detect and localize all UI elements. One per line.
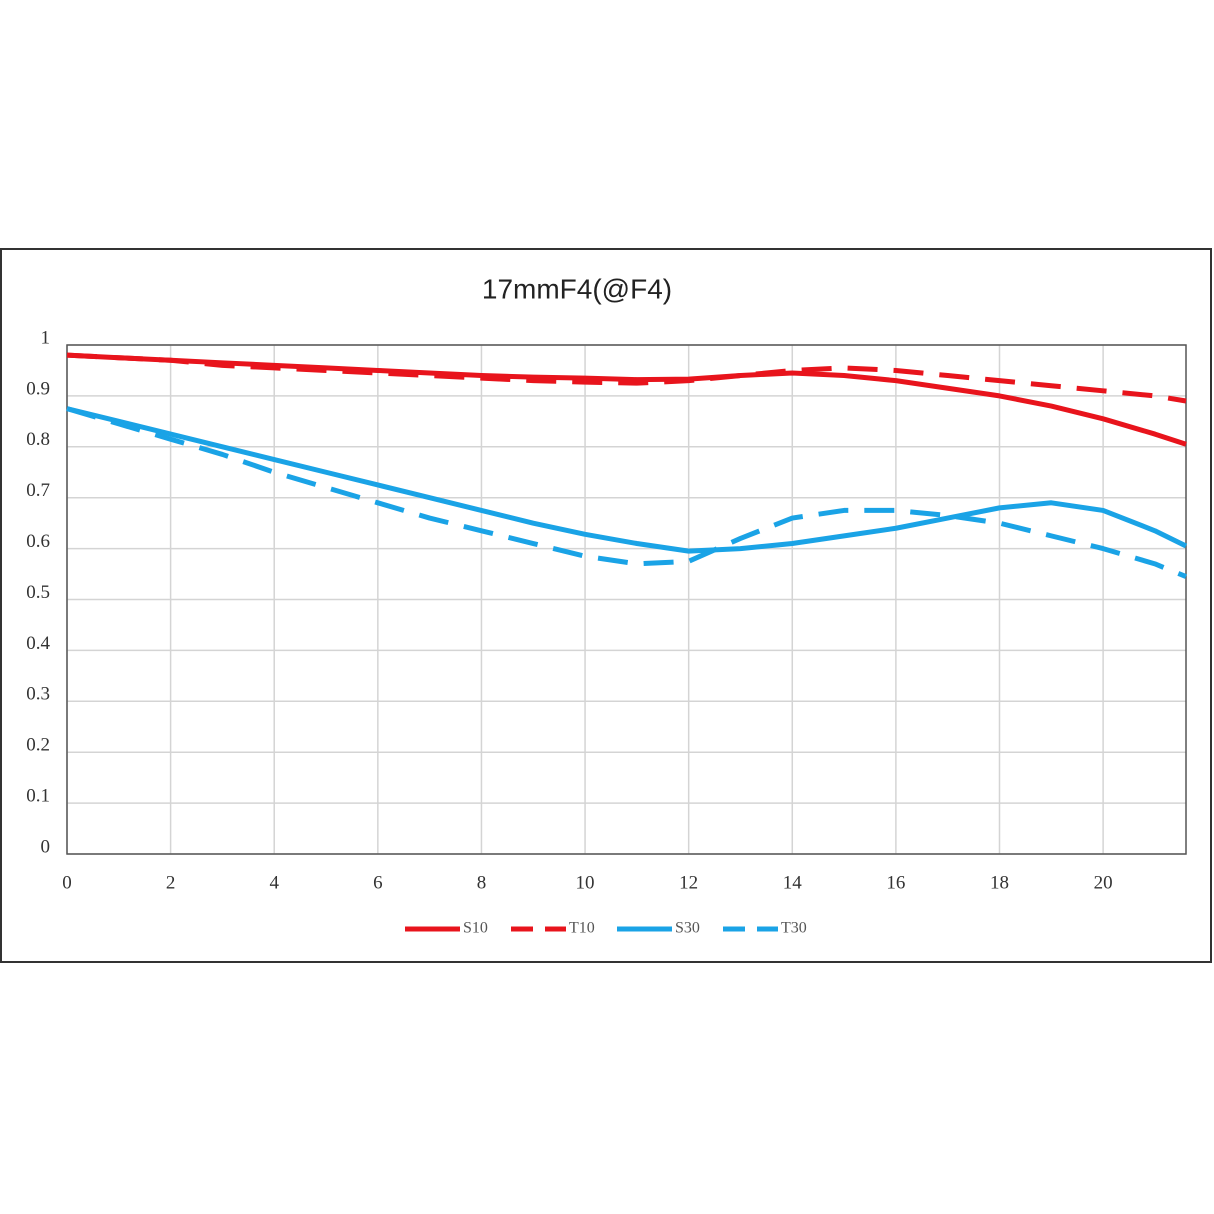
- y-tick-label: 0.4: [26, 633, 50, 654]
- y-tick-label: 0.9: [26, 378, 50, 399]
- chart-title: 17mmF4(@F4): [482, 273, 672, 304]
- x-tick-label: 16: [886, 872, 905, 893]
- y-tick-label: 0.5: [26, 582, 50, 603]
- y-tick-label: 0.3: [26, 684, 50, 705]
- legend-label: T10: [569, 920, 595, 937]
- y-tick-label: 0.2: [26, 735, 50, 756]
- x-tick-label: 6: [373, 872, 383, 893]
- x-tick-label: 2: [166, 872, 176, 893]
- legend-label: S30: [675, 920, 700, 937]
- series-line: [66, 352, 1187, 404]
- y-tick-label: 0.1: [26, 785, 50, 806]
- y-tick-label: 0.6: [26, 531, 50, 552]
- x-tick-label: 4: [269, 872, 279, 893]
- y-tick-label: 0: [41, 836, 51, 857]
- series-line: [66, 406, 1188, 554]
- legend-label: T30: [781, 920, 807, 937]
- series-line: [66, 406, 1187, 579]
- x-tick-label: 12: [679, 872, 698, 893]
- y-tick-label: 1: [41, 327, 51, 348]
- x-tick-label: 0: [62, 872, 72, 893]
- x-tick-label: 8: [477, 872, 487, 893]
- series-line: [66, 352, 1187, 447]
- y-tick-label: 0.8: [26, 429, 50, 450]
- x-tick-label: 18: [990, 872, 1009, 893]
- x-tick-label: 10: [576, 872, 595, 893]
- legend-label: S10: [463, 920, 488, 937]
- chart-frame: [0, 248, 1212, 963]
- plot-frame: [66, 344, 1187, 855]
- x-tick-label: 20: [1094, 872, 1113, 893]
- x-tick-label: 14: [783, 872, 803, 893]
- y-tick-label: 0.7: [26, 480, 50, 501]
